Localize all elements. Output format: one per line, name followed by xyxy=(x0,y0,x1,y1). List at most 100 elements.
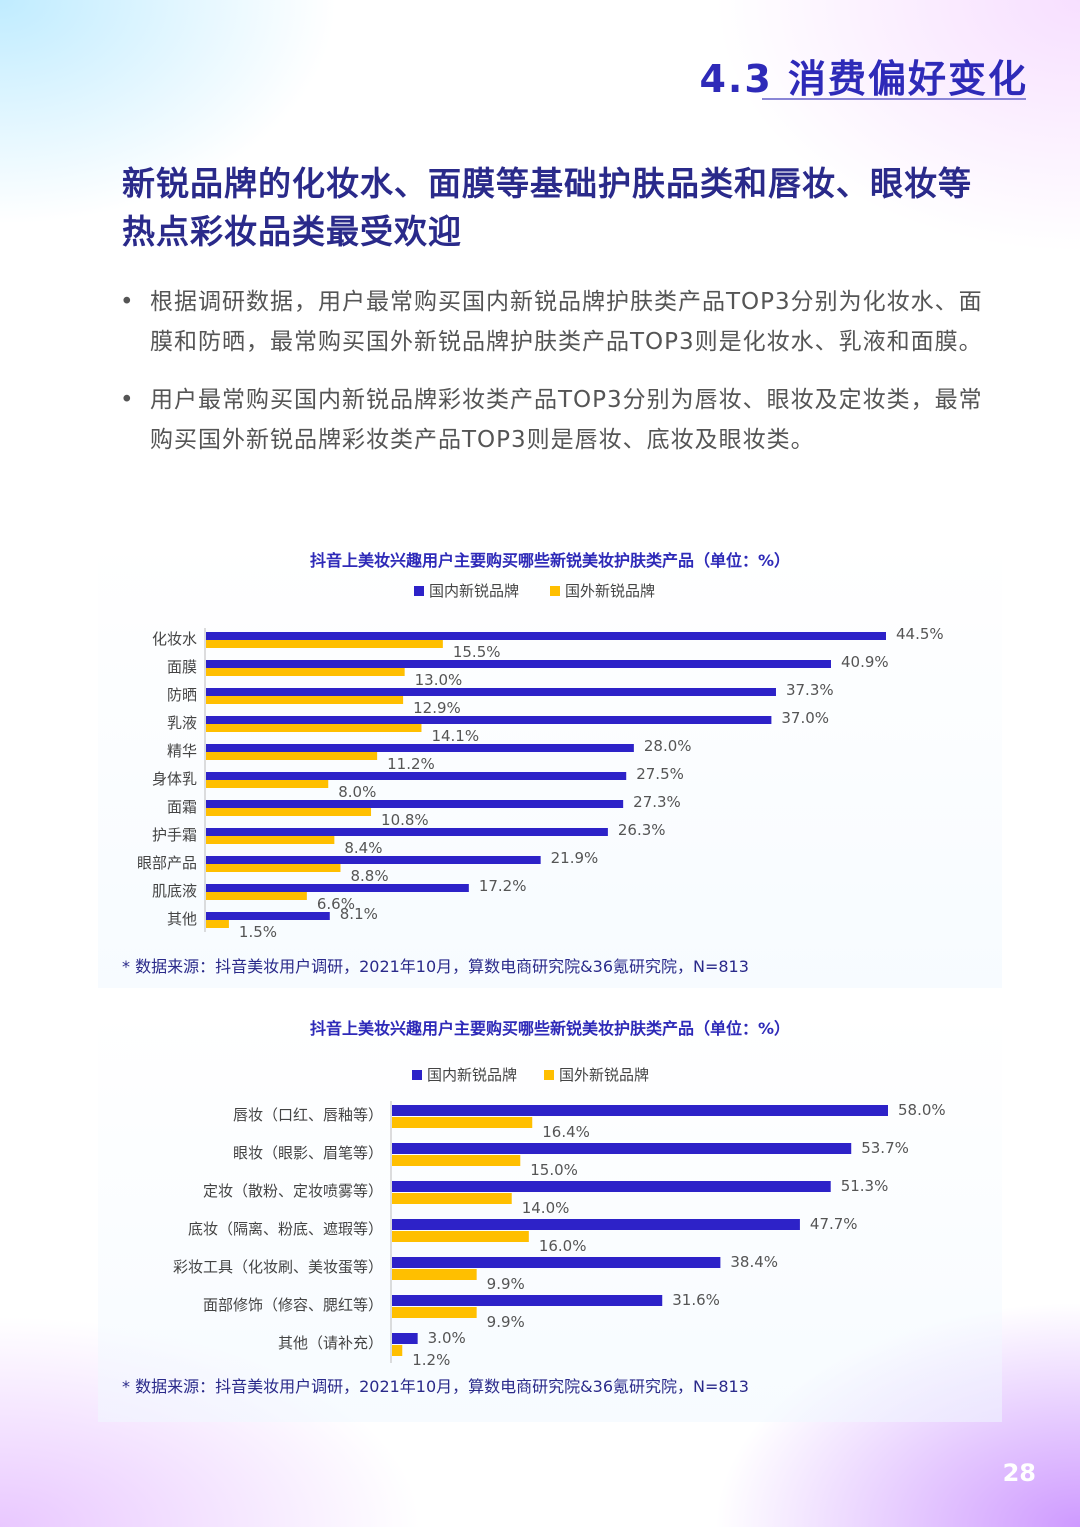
bar xyxy=(206,884,469,892)
category-label: 防晒 xyxy=(167,686,197,704)
category-label: 面膜 xyxy=(167,658,197,676)
bar-value-label: 27.3% xyxy=(633,793,681,811)
bar xyxy=(206,772,627,780)
category-label: 身体乳 xyxy=(152,770,197,788)
bar xyxy=(392,1231,529,1242)
bar xyxy=(392,1193,512,1204)
bar-value-label: 28.0% xyxy=(644,737,692,755)
bar-value-label: 21.9% xyxy=(551,849,599,867)
bar xyxy=(392,1181,831,1192)
bar xyxy=(206,800,624,808)
bullet-list: • 根据调研数据，用户最常购买国内新锐品牌护肤类产品TOP3分别为化妆水、面膜和防… xyxy=(118,282,988,478)
bullet-dot-icon: • xyxy=(120,289,135,315)
page-number: 28 xyxy=(1002,1459,1036,1487)
bar xyxy=(206,836,335,844)
bar xyxy=(392,1269,477,1280)
bar xyxy=(392,1333,418,1344)
bar xyxy=(206,640,443,648)
legend-swatch xyxy=(412,1070,422,1080)
chart-title: 抖音上美妆兴趣用户主要购买哪些新锐美妆护肤类产品（单位：%） xyxy=(310,1019,790,1038)
bar xyxy=(392,1219,800,1230)
chart-source-note: * 数据来源：抖音美妆用户调研，2021年10月，算数电商研究院&36氪研究院，… xyxy=(122,957,749,976)
bar xyxy=(206,856,541,864)
bar xyxy=(392,1117,533,1128)
bar xyxy=(206,752,378,760)
bullet-text: 根据调研数据，用户最常购买国内新锐品牌护肤类产品TOP3分别为化妆水、面膜和防晒… xyxy=(150,289,983,355)
bar-value-label: 14.1% xyxy=(431,727,479,745)
bar xyxy=(206,780,329,788)
bar-value-label: 17.2% xyxy=(479,877,527,895)
bar-value-label: 8.4% xyxy=(344,839,382,857)
bar xyxy=(206,716,772,724)
legend-swatch xyxy=(414,586,424,596)
bar xyxy=(206,892,307,900)
bar-value-label: 12.9% xyxy=(413,699,461,717)
bar-value-label: 47.7% xyxy=(810,1215,858,1233)
bar xyxy=(206,688,776,696)
category-label: 精华 xyxy=(167,742,197,760)
category-label: 彩妆工具（化妆刷、美妆蛋等） xyxy=(173,1258,383,1276)
bar-value-label: 51.3% xyxy=(841,1177,889,1195)
bar xyxy=(206,912,330,920)
legend-swatch xyxy=(550,586,560,596)
bar-value-label: 15.0% xyxy=(530,1161,578,1179)
category-label: 眼妆（眼影、眉笔等） xyxy=(233,1144,383,1162)
chart-title: 抖音上美妆兴趣用户主要购买哪些新锐美妆护肤类产品（单位：%） xyxy=(310,551,790,570)
bar-value-label: 6.6% xyxy=(317,895,355,913)
bar xyxy=(392,1307,477,1318)
makeup-chart-panel: 抖音上美妆兴趣用户主要购买哪些新锐美妆护肤类产品（单位：%） 国内新锐品牌 国外新锐… xyxy=(98,1010,1002,1422)
bar xyxy=(206,724,422,732)
bar-value-label: 15.5% xyxy=(453,643,501,661)
bar-value-label: 53.7% xyxy=(861,1139,909,1157)
bullet-item: • 用户最常购买国内新锐品牌彩妆类产品TOP3分别为唇妆、眼妆及定妆类，最常购买国… xyxy=(118,380,988,460)
legend-label: 国内新锐品牌 xyxy=(427,1066,517,1084)
category-label: 唇妆（口红、唇釉等） xyxy=(233,1106,383,1124)
bar xyxy=(206,920,229,928)
bar xyxy=(206,828,608,836)
category-label: 肌底液 xyxy=(152,882,197,900)
bar xyxy=(206,696,404,704)
bar xyxy=(392,1143,852,1154)
bar xyxy=(206,744,634,752)
bar xyxy=(206,660,831,668)
bar xyxy=(392,1345,403,1356)
bar-value-label: 44.5% xyxy=(896,625,944,643)
bar xyxy=(206,668,405,676)
bar-value-label: 26.3% xyxy=(618,821,666,839)
legend-swatch xyxy=(544,1070,554,1080)
bar xyxy=(206,632,886,640)
bar-value-label: 11.2% xyxy=(387,755,435,773)
category-label: 面霜 xyxy=(167,798,197,816)
category-label: 底妆（隔离、粉底、遮瑕等） xyxy=(188,1220,383,1238)
category-label: 面部修饰（修容、腮红等） xyxy=(203,1296,383,1314)
legend-label: 国内新锐品牌 xyxy=(429,582,519,600)
headline: 新锐品牌的化妆水、面膜等基础护肤品类和唇妆、眼妆等热点彩妆品类最受欢迎 xyxy=(122,164,972,251)
skincare-bar-chart: 抖音上美妆兴趣用户主要购买哪些新锐美妆护肤类产品（单位：%） 国内新锐品牌 国外新锐… xyxy=(122,551,944,976)
category-label: 定妆（散粉、定妆喷雾等） xyxy=(203,1182,383,1200)
bar-value-label: 1.5% xyxy=(239,923,277,941)
bullet-item: • 根据调研数据，用户最常购买国内新锐品牌护肤类产品TOP3分别为化妆水、面膜和防… xyxy=(118,282,988,362)
bar-value-label: 14.0% xyxy=(522,1199,570,1217)
bar-value-label: 37.3% xyxy=(786,681,834,699)
makeup-bar-chart: 抖音上美妆兴趣用户主要购买哪些新锐美妆护肤类产品（单位：%） 国内新锐品牌 国外新锐… xyxy=(122,1019,946,1396)
bar-value-label: 1.2% xyxy=(412,1351,450,1369)
bar-value-label: 16.0% xyxy=(539,1237,587,1255)
bar-value-label: 9.9% xyxy=(487,1313,525,1331)
bar-value-label: 40.9% xyxy=(841,653,889,671)
category-label: 其他（请补充） xyxy=(278,1334,383,1352)
bar xyxy=(392,1105,888,1116)
category-label: 其他 xyxy=(167,910,197,928)
category-label: 化妆水 xyxy=(152,630,197,648)
bar-value-label: 16.4% xyxy=(542,1123,590,1141)
category-label: 眼部产品 xyxy=(137,854,197,872)
category-label: 乳液 xyxy=(167,714,197,732)
bar-value-label: 8.1% xyxy=(340,905,378,923)
bar-value-label: 37.0% xyxy=(781,709,829,727)
section-title-underline xyxy=(762,98,1026,100)
category-label: 护手霜 xyxy=(152,826,197,844)
bar-value-label: 3.0% xyxy=(428,1329,466,1347)
bar-value-label: 58.0% xyxy=(898,1101,946,1119)
legend-label: 国外新锐品牌 xyxy=(565,582,655,600)
bullet-dot-icon: • xyxy=(120,387,135,413)
bar-value-label: 13.0% xyxy=(415,671,463,689)
